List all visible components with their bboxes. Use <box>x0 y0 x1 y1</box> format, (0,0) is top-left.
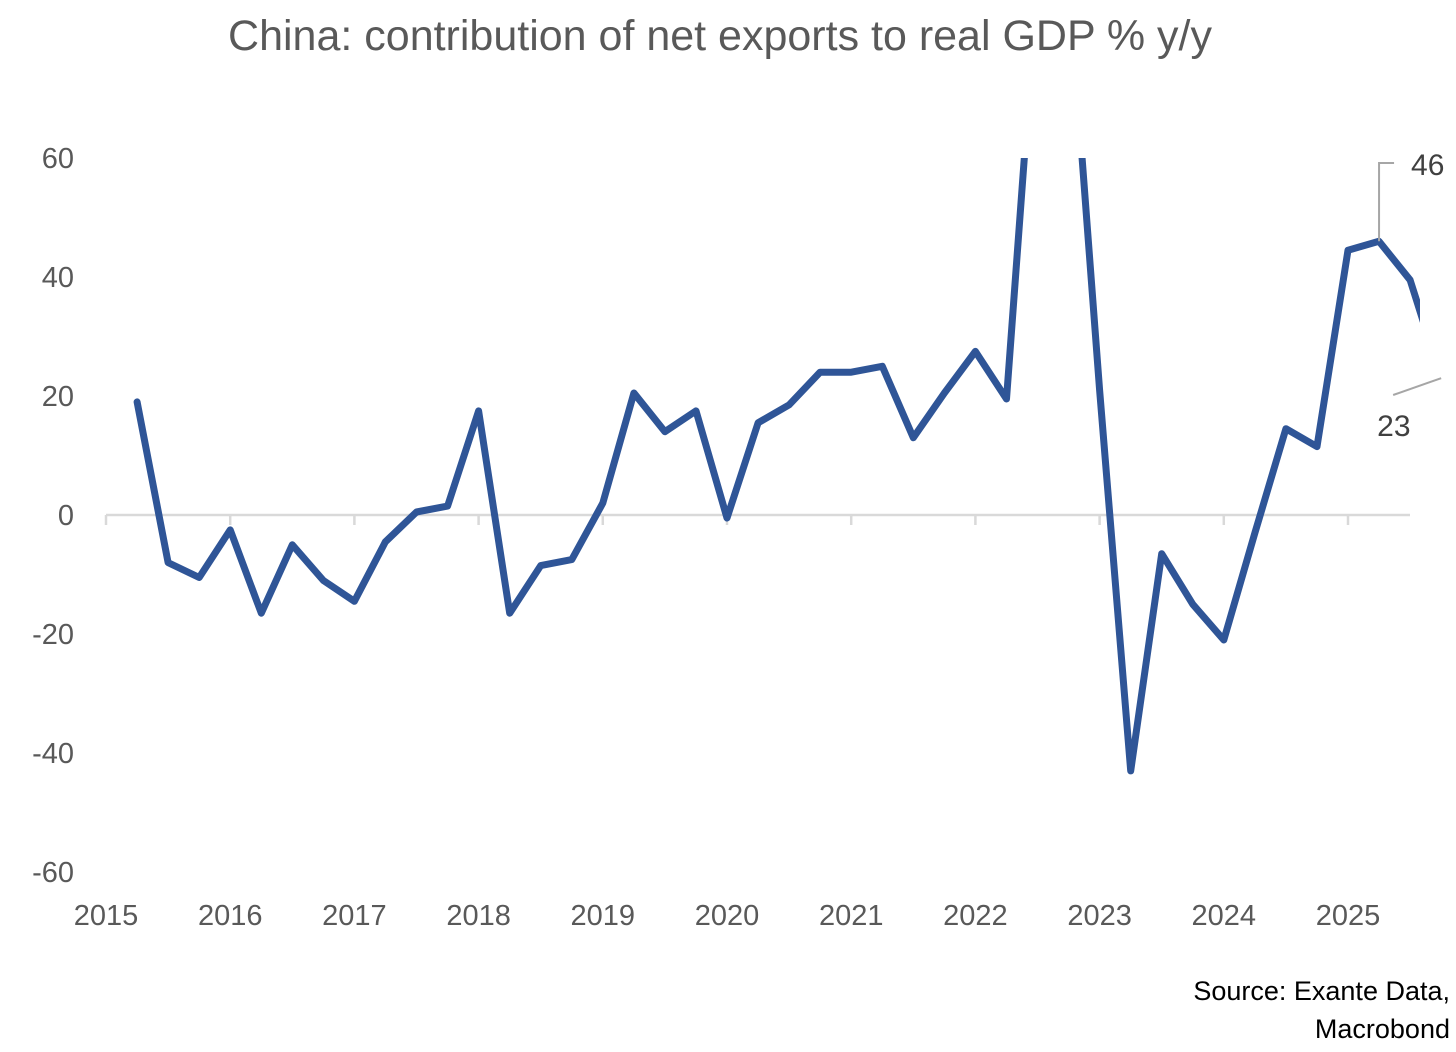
x-tick-label: 2015 <box>74 900 139 932</box>
y-axis: 60 40 20 0 -20 -40 -60 <box>32 143 74 889</box>
x-tick-label: 2018 <box>446 900 511 932</box>
y-tick-label: -60 <box>32 857 74 889</box>
annotation-label: 23 <box>1377 410 1410 443</box>
source-line-1: Source: Exante Data, <box>1193 976 1450 1006</box>
x-axis-tick-labels: 2015 2016 2017 2018 2019 2020 2021 2022 2023 2024… <box>74 900 1381 932</box>
source-note: Source: Exante Data, Macrobond <box>1193 972 1450 1048</box>
x-tick-label: 2020 <box>695 900 760 932</box>
x-tick-label: 2024 <box>1192 900 1257 932</box>
y-tick-label: 60 <box>42 143 74 175</box>
y-tick-label: 40 <box>42 262 74 294</box>
y-tick-label: 20 <box>42 381 74 413</box>
chart-title: China: contribution of net exports to re… <box>228 12 1212 60</box>
x-tick-label: 2023 <box>1067 900 1132 932</box>
annotation-leader <box>1392 377 1442 396</box>
y-tick-label: 0 <box>58 500 74 532</box>
x-tick-label: 2016 <box>198 900 263 932</box>
annotations: 46 23 <box>1377 149 1444 443</box>
x-tick-label: 2025 <box>1316 900 1381 932</box>
y-tick-label: -40 <box>32 738 74 770</box>
x-axis <box>104 513 1410 525</box>
x-tick-label: 2017 <box>322 900 387 932</box>
annotation-leader <box>1378 162 1395 242</box>
x-tick-label: 2019 <box>571 900 636 932</box>
series-layer <box>133 158 1420 775</box>
source-line-2: Macrobond <box>1314 1014 1450 1044</box>
x-tick-label: 2021 <box>819 900 884 932</box>
series-line <box>133 158 1420 775</box>
y-tick-label: -20 <box>32 619 74 651</box>
x-tick-label: 2022 <box>943 900 1008 932</box>
annotation-label: 46 <box>1411 149 1444 182</box>
